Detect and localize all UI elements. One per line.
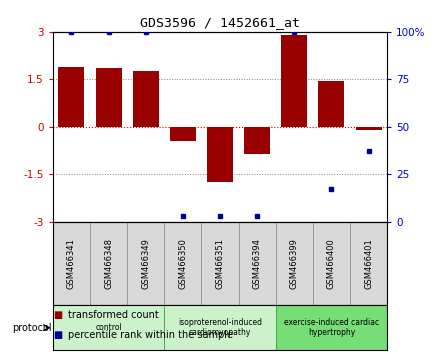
Bar — [53, 222, 90, 305]
Bar — [281, 35, 307, 127]
Bar — [133, 72, 159, 127]
Bar — [164, 222, 202, 305]
Bar — [90, 222, 127, 305]
Text: GSM466399: GSM466399 — [290, 238, 299, 289]
Text: GSM466341: GSM466341 — [67, 238, 76, 289]
Text: GSM466394: GSM466394 — [253, 238, 262, 289]
Bar — [95, 68, 121, 127]
Title: GDS3596 / 1452661_at: GDS3596 / 1452661_at — [140, 16, 300, 29]
Text: GSM466349: GSM466349 — [141, 238, 150, 289]
Text: ■: ■ — [53, 330, 62, 339]
Text: control: control — [95, 323, 122, 332]
Text: exercise-induced cardiac
hypertrophy: exercise-induced cardiac hypertrophy — [284, 318, 379, 337]
Text: ■: ■ — [53, 310, 62, 320]
Bar — [170, 127, 196, 141]
Bar — [53, 305, 164, 350]
Bar — [202, 222, 238, 305]
Bar — [207, 127, 233, 182]
Bar — [319, 81, 345, 127]
Text: GSM466400: GSM466400 — [327, 238, 336, 289]
Text: GSM466401: GSM466401 — [364, 238, 373, 289]
Bar — [356, 127, 381, 130]
Bar — [238, 222, 276, 305]
Bar — [276, 222, 313, 305]
Text: transformed count: transformed count — [68, 310, 159, 320]
Text: GSM466351: GSM466351 — [216, 238, 224, 289]
Bar — [350, 222, 387, 305]
Text: protocol: protocol — [12, 323, 52, 333]
Text: percentile rank within the sample: percentile rank within the sample — [68, 330, 233, 339]
Bar — [127, 222, 164, 305]
Bar — [276, 305, 387, 350]
Text: isoproterenol-induced
cardiomyopathy: isoproterenol-induced cardiomyopathy — [178, 318, 262, 337]
Bar — [164, 305, 276, 350]
Bar — [313, 222, 350, 305]
Text: GSM466350: GSM466350 — [178, 238, 187, 289]
Text: GSM466348: GSM466348 — [104, 238, 113, 289]
Bar — [244, 127, 270, 154]
Bar — [59, 67, 84, 127]
